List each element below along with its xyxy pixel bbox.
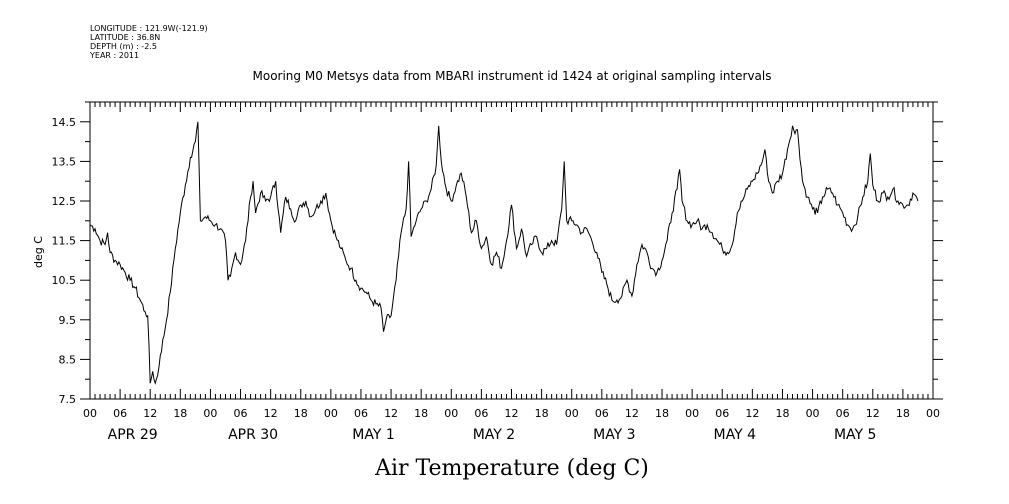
y-tick-label: 12.5 [52,195,77,208]
y-tick-label: 14.5 [52,116,77,129]
x-hour-tick-label: 06 [836,407,850,420]
x-hour-tick-label: 12 [264,407,278,420]
y-tick-label: 9.5 [59,314,77,327]
x-day-label: MAY 4 [714,427,757,443]
chart-title: Mooring M0 Metsys data from MBARI instru… [253,69,772,83]
x-hour-tick-label: 00 [806,407,820,420]
x-hour-tick-label: 06 [595,407,609,420]
x-hour-tick-label: 06 [474,407,488,420]
x-hour-tick-label: 18 [896,407,910,420]
latitude-label: LATITUDE : 36.8N [90,33,160,42]
series-line [89,121,919,385]
y-tick-label: 7.5 [59,393,77,406]
x-hour-tick-label: 18 [775,407,789,420]
x-hour-tick-label: 12 [745,407,759,420]
longitude-label: LONGITUDE : 121.9W(-121.9) [90,24,208,33]
year-label: YEAR : 2011 [89,51,139,60]
x-day-label: MAY 5 [834,427,876,443]
x-hour-tick-label: 06 [234,407,248,420]
y-tick-label: 13.5 [52,155,77,168]
x-hour-tick-label: 00 [926,407,940,420]
plot-frame [89,101,934,400]
x-hour-tick-label: 18 [414,407,428,420]
y-tick-label: 10.5 [52,274,77,287]
x-day-label: APR 30 [228,427,278,443]
x-hour-tick-label: 12 [625,407,639,420]
y-tick-label: 8.5 [59,353,77,366]
x-hour-tick-label: 18 [655,407,669,420]
x-day-label: MAY 1 [352,427,394,443]
x-axis-day-labels: APR 29 APR 30 MAY 1 MAY 2 MAY 3 MAY 4 MAY 5 [108,427,877,443]
x-hour-tick-label: 12 [505,407,519,420]
x-hour-tick-label: 12 [384,407,398,420]
x-hour-tick-label: 00 [83,407,97,420]
x-hour-tick-label: 00 [324,407,338,420]
x-axis-ticks: 00 06 12 18 00 06 12 18 00 06 12 18 00 06 12 18 00 06 12 18… [83,102,940,420]
x-hour-tick-label: 12 [143,407,157,420]
depth-label: DEPTH (m) : -2.5 [90,42,157,51]
x-hour-tick-label: 12 [866,407,880,420]
x-hour-tick-label: 18 [173,407,187,420]
x-axis-label: Air Temperature (deg C) [374,456,649,481]
x-hour-tick-label: 18 [294,407,308,420]
x-hour-tick-label: 06 [354,407,368,420]
x-day-label: MAY 2 [473,427,515,443]
y-axis-ticks: 7.5 8.5 9.5 10.5 11.5 12.5 13.5 14.5 [52,101,943,406]
x-day-label: APR 29 [108,427,158,443]
x-hour-tick-label: 00 [565,407,579,420]
y-axis-label: deg C [32,236,45,268]
x-hour-tick-label: 06 [715,407,729,420]
x-hour-tick-label: 06 [113,407,127,420]
x-day-label: MAY 3 [593,427,635,443]
x-hour-tick-label: 00 [444,407,458,420]
y-tick-label: 11.5 [52,235,77,248]
x-hour-tick-label: 18 [535,407,549,420]
x-hour-tick-label: 00 [203,407,217,420]
x-hour-tick-label: 00 [685,407,699,420]
